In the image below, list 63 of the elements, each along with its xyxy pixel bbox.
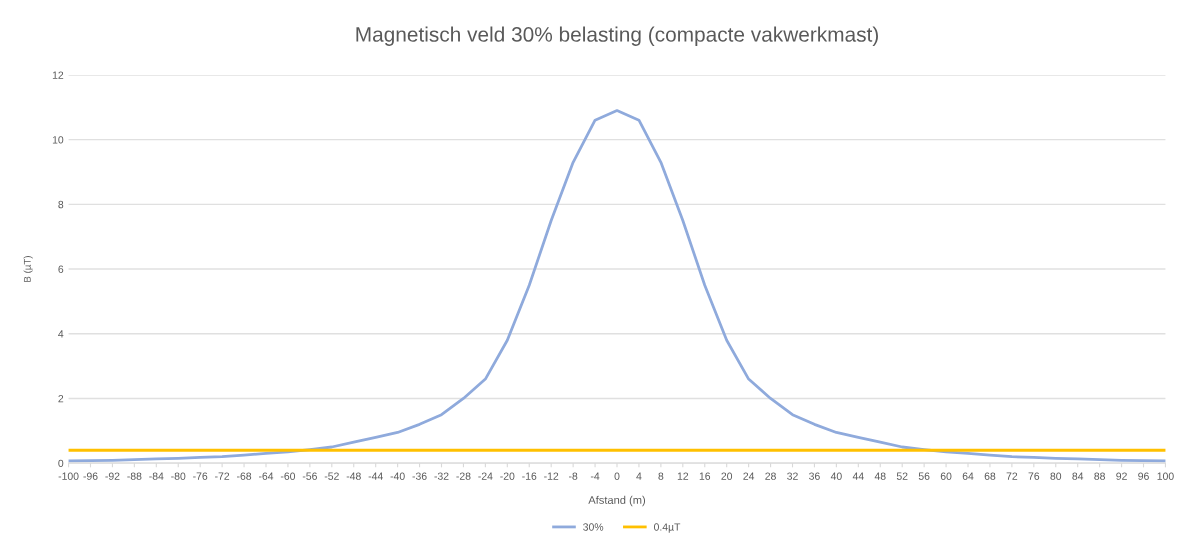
y-axis-title: B (µT) bbox=[23, 256, 33, 282]
x-tick-label: -40 bbox=[390, 472, 405, 480]
x-tick-label: 16 bbox=[699, 472, 711, 480]
x-tick-label: 84 bbox=[1072, 472, 1084, 480]
x-tick-label: -8 bbox=[568, 472, 578, 480]
x-tick-label: 4 bbox=[636, 472, 642, 480]
x-tick-label: -64 bbox=[258, 472, 274, 480]
x-tick-label: 80 bbox=[1050, 472, 1062, 480]
x-tick-label: 20 bbox=[721, 472, 733, 480]
x-tick-label: 100 bbox=[1157, 472, 1174, 480]
x-tick-label: 48 bbox=[874, 472, 886, 480]
x-tick-label: 24 bbox=[743, 472, 755, 480]
x-tick-label: -96 bbox=[83, 472, 98, 480]
x-tick-label: -56 bbox=[302, 472, 317, 480]
y-tick-label: 8 bbox=[58, 200, 64, 209]
x-tick-label: -52 bbox=[324, 472, 339, 480]
x-tick-label: -68 bbox=[236, 472, 252, 480]
x-tick-label: 88 bbox=[1094, 472, 1105, 480]
x-tick-label: 28 bbox=[765, 472, 776, 480]
x-tick-label: 64 bbox=[962, 472, 974, 480]
x-tick-label: 60 bbox=[940, 472, 952, 480]
y-tick-label: 4 bbox=[58, 330, 64, 338]
x-tick-label: 92 bbox=[1116, 472, 1127, 480]
x-tick-label: 36 bbox=[809, 472, 820, 480]
y-tick-label: 10 bbox=[52, 136, 64, 144]
x-tick-label: 52 bbox=[896, 472, 908, 480]
x-tick-label: 76 bbox=[1028, 472, 1040, 480]
x-tick-label: 44 bbox=[852, 472, 864, 480]
y-tick-label: 12 bbox=[52, 71, 64, 79]
x-tick-label: 32 bbox=[787, 472, 798, 480]
x-tick-label: 68 bbox=[984, 472, 996, 480]
chart-title: Magnetisch veld 30% belasting (compacte vakwerkmast) bbox=[356, 26, 878, 46]
x-tick-label: -28 bbox=[456, 472, 471, 480]
legend-label: 30% bbox=[583, 523, 604, 531]
x-tick-label: -84 bbox=[149, 472, 164, 480]
x-tick-label: -32 bbox=[434, 472, 449, 480]
x-tick-label: -12 bbox=[544, 472, 559, 480]
x-tick-label: -44 bbox=[368, 472, 383, 480]
x-tick-label: 96 bbox=[1138, 472, 1149, 480]
x-tick-label: -36 bbox=[412, 472, 427, 480]
x-tick-label: -20 bbox=[500, 472, 515, 480]
x-tick-label: 12 bbox=[677, 472, 689, 480]
x-tick-label: -60 bbox=[280, 472, 296, 480]
y-tick-label: 6 bbox=[58, 265, 64, 273]
x-tick-label: -72 bbox=[215, 472, 230, 480]
x-tick-label: -80 bbox=[171, 472, 186, 480]
y-tick-label: 0 bbox=[58, 459, 64, 468]
x-tick-label: -4 bbox=[590, 472, 600, 480]
x-tick-label: 40 bbox=[830, 472, 842, 480]
legend-label: 0.4µT bbox=[654, 523, 681, 533]
x-tick-label: -76 bbox=[193, 472, 208, 480]
x-tick-label: 56 bbox=[918, 472, 930, 480]
x-tick-label: -92 bbox=[105, 472, 120, 480]
x-tick-label: -48 bbox=[346, 472, 361, 480]
x-axis-title: Afstand (m) bbox=[588, 495, 646, 507]
x-tick-label: -16 bbox=[522, 472, 537, 480]
x-tick-label: 72 bbox=[1006, 472, 1018, 480]
x-tick-label: 0 bbox=[614, 472, 620, 480]
x-tick-label: -24 bbox=[478, 472, 493, 480]
x-tick-label: -88 bbox=[127, 472, 142, 480]
x-tick-label: 8 bbox=[658, 472, 664, 480]
y-tick-label: 2 bbox=[58, 394, 64, 403]
x-tick-label: -100 bbox=[58, 472, 79, 480]
